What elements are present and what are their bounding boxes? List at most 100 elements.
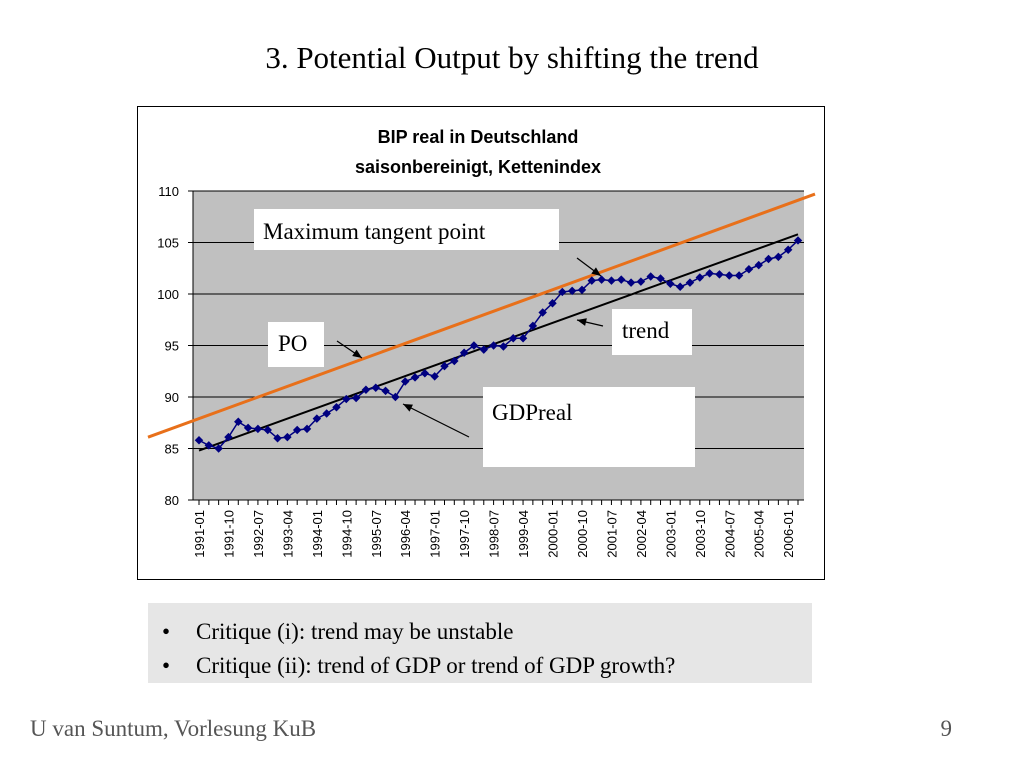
gdp-data-point bbox=[361, 385, 371, 395]
y-tick-label: 80 bbox=[165, 493, 179, 508]
gdp-data-point bbox=[332, 403, 341, 412]
x-tick-label: 1998-07 bbox=[487, 510, 502, 558]
x-tick-label: 2001-07 bbox=[604, 510, 619, 558]
gdpreal-arrow-head bbox=[403, 404, 413, 412]
gdp-data-point bbox=[489, 341, 498, 350]
x-tick-label: 1997-01 bbox=[428, 510, 443, 558]
gdpreal-arrow bbox=[402, 403, 470, 438]
gdp-data-point bbox=[420, 369, 430, 378]
y-tick-label: 110 bbox=[158, 184, 179, 199]
gdp-data-point bbox=[685, 278, 695, 287]
x-tick-label: 2003-01 bbox=[663, 510, 678, 558]
max-tangent-label-box bbox=[254, 209, 559, 250]
po-line bbox=[147, 192, 816, 439]
gdp-data-point bbox=[538, 308, 547, 317]
gdp-data-point bbox=[381, 386, 390, 396]
gdp-data-point bbox=[292, 425, 302, 435]
trend-arrow-head bbox=[577, 318, 587, 326]
gdp-data-point bbox=[577, 285, 587, 295]
max-tangent-label: Maximum tangent point bbox=[263, 219, 486, 244]
gdp-data-point bbox=[273, 433, 282, 443]
gdp-data-point bbox=[204, 441, 214, 450]
gdpreal-label-box bbox=[483, 387, 695, 467]
slide-title: 3. Potential Output by shifting the tren… bbox=[265, 40, 759, 75]
gdp-data-point bbox=[656, 274, 665, 283]
gdp-data-point bbox=[391, 392, 400, 402]
trend-line bbox=[198, 233, 799, 452]
trend-label: trend bbox=[622, 318, 670, 343]
gdp-data-point bbox=[548, 299, 557, 308]
gdp-data-point bbox=[558, 287, 567, 297]
critique-text: Critique (i): trend may be unstable bbox=[196, 619, 514, 644]
y-tick-label: 90 bbox=[165, 390, 179, 405]
critique-item: • Critique (ii): trend of GDP or trend of… bbox=[162, 649, 812, 683]
gdp-data-point bbox=[351, 393, 361, 403]
x-tick-label: 2003-10 bbox=[693, 510, 708, 558]
po-arrow-head bbox=[352, 349, 362, 358]
gdp-data-point bbox=[715, 270, 724, 279]
gdp-data-point bbox=[214, 444, 223, 453]
gdp-data-point bbox=[459, 348, 469, 357]
x-tick-label: 1993-04 bbox=[280, 510, 295, 558]
footer-author: U van Suntum, Vorlesung KuB bbox=[30, 716, 317, 741]
gdp-data-point bbox=[479, 345, 489, 354]
max-tangent-arrow-head bbox=[591, 267, 601, 276]
bullet-icon: • bbox=[162, 653, 171, 678]
po-label-box bbox=[268, 322, 324, 367]
gdp-data-point bbox=[705, 269, 714, 278]
gdp-data-point bbox=[469, 341, 479, 350]
critique-text: Critique (ii): trend of GDP or trend of … bbox=[196, 653, 676, 678]
x-tick-label: 2002-04 bbox=[634, 510, 649, 558]
gdp-data-point bbox=[430, 372, 439, 381]
gdp-data-point bbox=[587, 276, 597, 285]
x-tick-label: 1997-10 bbox=[457, 510, 472, 558]
x-tick-label: 1994-01 bbox=[310, 510, 325, 558]
x-tick-label: 1995-07 bbox=[369, 510, 384, 558]
gdp-data-point bbox=[675, 282, 685, 292]
x-tick-label: 2000-01 bbox=[546, 510, 561, 558]
x-tick-label: 2005-04 bbox=[752, 510, 767, 558]
gdp-data-point bbox=[400, 377, 410, 386]
gdp-data-point bbox=[695, 273, 705, 282]
y-tick-label: 95 bbox=[165, 339, 179, 354]
chart-title: BIP real in Deutschland bbox=[378, 127, 579, 147]
y-tick-label: 105 bbox=[157, 236, 179, 251]
chart-subtitle: saisonbereinigt, Kettenindex bbox=[355, 157, 601, 177]
gdp-data-point bbox=[263, 425, 272, 435]
x-tick-label: 1991-10 bbox=[221, 510, 236, 558]
gdp-data-point bbox=[243, 423, 253, 433]
gdp-data-point bbox=[508, 334, 518, 343]
gdp-data-point bbox=[626, 278, 636, 287]
gdp-data-point bbox=[224, 432, 233, 442]
x-tick-label: 1996-04 bbox=[398, 510, 413, 558]
gdp-data-point bbox=[636, 277, 646, 286]
gdp-data-point bbox=[234, 417, 243, 426]
gdp-data-point bbox=[528, 321, 538, 331]
x-tick-label: 1991-01 bbox=[192, 510, 207, 558]
trend-label-box bbox=[612, 309, 692, 355]
gdp-data-point bbox=[283, 432, 292, 442]
gdp-data-point bbox=[450, 356, 459, 366]
gdp-data-point bbox=[322, 409, 331, 418]
gdp-data-point bbox=[607, 276, 616, 285]
gdp-data-point bbox=[499, 342, 508, 351]
x-tick-label: 1992-07 bbox=[251, 510, 266, 558]
gdpreal-label: GDPreal bbox=[492, 400, 572, 425]
gdp-data-point bbox=[597, 275, 606, 284]
gdp-data-point bbox=[194, 436, 204, 445]
gdp-data-point bbox=[734, 271, 744, 280]
x-tick-label: 1994-10 bbox=[339, 510, 354, 558]
bullet-icon: • bbox=[162, 619, 171, 644]
gdp-data-point bbox=[567, 286, 577, 296]
po-label: PO bbox=[278, 331, 307, 356]
gdp-data-point bbox=[518, 334, 528, 343]
gdp-data-point bbox=[253, 424, 263, 434]
gdp-data-point bbox=[617, 275, 626, 284]
gdp-data-point bbox=[440, 361, 449, 371]
page-number: 9 bbox=[940, 716, 953, 741]
gdp-data-point bbox=[312, 414, 322, 423]
critique-item: • Critique (i): trend may be unstable bbox=[162, 615, 812, 649]
gdp-data-point bbox=[754, 260, 763, 270]
gdp-data-point bbox=[666, 279, 675, 288]
